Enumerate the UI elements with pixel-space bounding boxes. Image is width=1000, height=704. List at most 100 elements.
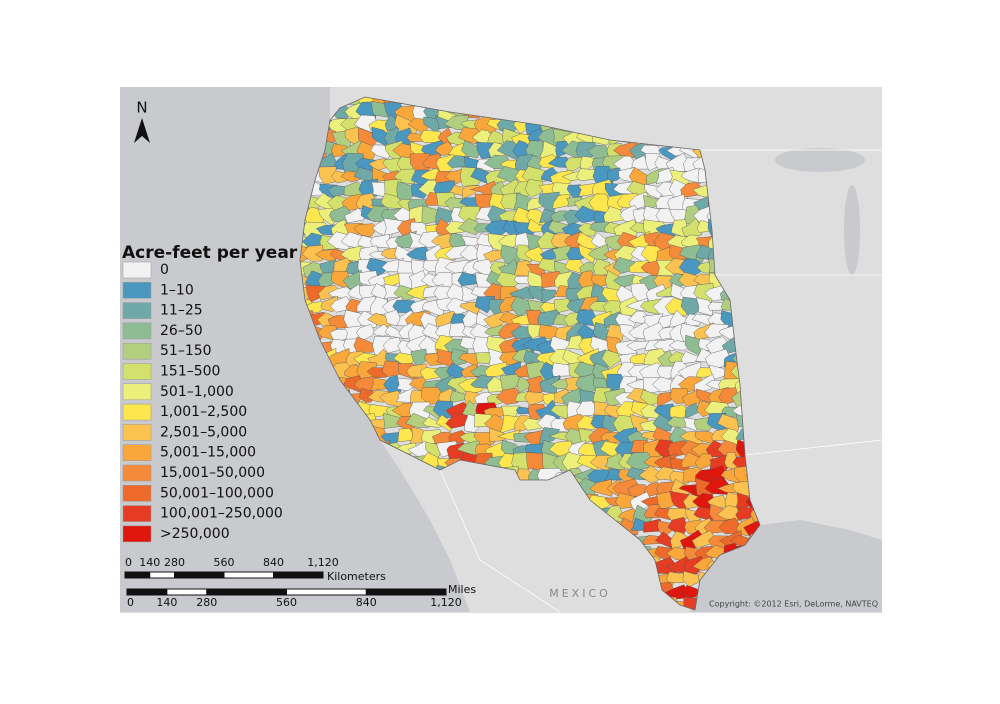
- watershed: [640, 389, 666, 407]
- watershed: [652, 376, 674, 393]
- scale-tick-label: 140: [156, 596, 177, 609]
- copyright: Copyright: ©2012 Esri, DeLorme, NAVTEQ: [709, 600, 878, 609]
- scale-segment: [127, 589, 167, 595]
- lake-superior: [775, 148, 865, 172]
- watershed: [588, 301, 610, 312]
- watershed: [356, 324, 376, 342]
- border-line: [439, 469, 561, 613]
- legend-swatch: [122, 424, 152, 441]
- watershed: [561, 387, 586, 409]
- legend-swatch: [122, 282, 152, 299]
- watershed: [419, 130, 442, 143]
- watershed: [524, 179, 545, 198]
- watershed: [303, 612, 329, 629]
- watershed: [680, 167, 704, 184]
- legend-swatch: [122, 403, 152, 421]
- watershed: [553, 298, 574, 314]
- legend-swatch: [122, 485, 152, 502]
- scale-segment: [125, 572, 150, 578]
- legend-swatch: [122, 444, 152, 461]
- legend-label: >250,000: [160, 526, 230, 542]
- watershed: [745, 611, 771, 629]
- watershed: [683, 555, 703, 575]
- legend-label: 51–150: [160, 343, 212, 359]
- scale-segment: [273, 572, 323, 578]
- watershed: [353, 336, 377, 353]
- scale-segment: [366, 589, 446, 595]
- watershed: [373, 613, 390, 627]
- watershed: [618, 614, 637, 628]
- watershed: [495, 387, 522, 405]
- watershed: [334, 612, 352, 625]
- scale-segment: [206, 589, 287, 595]
- watershed: [539, 427, 560, 445]
- legend-label: 1–10: [160, 282, 194, 298]
- watershed: [457, 218, 481, 236]
- watershed: [516, 244, 533, 263]
- watershed: [587, 243, 610, 262]
- scale-segment: [174, 572, 224, 578]
- legend-title: Acre-feet per year: [122, 243, 298, 263]
- legend-label: 50,001–100,000: [160, 485, 274, 501]
- legend-swatch: [122, 342, 152, 360]
- watershed: [383, 375, 401, 394]
- watershed: [458, 205, 481, 225]
- watershed: [305, 284, 326, 303]
- legend: 0 1–10 11–25 26–50 51–150 151–500 501–1,000 1,0…: [122, 261, 283, 543]
- scale-unit: Miles: [448, 583, 476, 596]
- legend-swatch: [122, 464, 152, 482]
- watershed: [529, 611, 546, 626]
- watershed: [516, 614, 535, 628]
- watershed: [484, 219, 511, 238]
- watershed: [410, 348, 428, 369]
- watershed: [500, 613, 521, 626]
- watershed: [425, 612, 442, 628]
- watershed: [716, 505, 742, 522]
- legend-swatch: [122, 302, 152, 319]
- legend-swatch: [122, 505, 152, 522]
- legend-label: 501–1,000: [160, 384, 234, 400]
- legend-swatch: [122, 383, 152, 401]
- watershed: [353, 223, 378, 238]
- watershed: [496, 140, 520, 161]
- watershed: [694, 453, 716, 470]
- scale-tick-label: 1,120: [307, 556, 339, 569]
- scale-tick-label: 140: [139, 556, 160, 569]
- legend-label: 2,501–5,000: [160, 424, 247, 440]
- legend-label: 0: [160, 262, 169, 278]
- basemap-borders: [439, 149, 883, 613]
- watershed: [445, 412, 470, 429]
- north-label: N: [136, 99, 147, 117]
- watershed: [344, 207, 365, 224]
- watershed: [693, 373, 717, 394]
- watershed: [667, 615, 690, 623]
- watershed: [526, 375, 545, 395]
- watershed: [589, 614, 610, 625]
- watershed: [384, 325, 404, 339]
- scale-tick-label: 280: [164, 556, 185, 569]
- watershed: [576, 400, 601, 417]
- lake-michigan: [844, 185, 860, 275]
- watershed: [449, 322, 468, 337]
- watershed: [718, 612, 742, 628]
- watershed: [685, 402, 702, 419]
- watershed: [552, 612, 577, 627]
- watershed: [579, 261, 596, 275]
- legend-swatch: [122, 525, 152, 543]
- gulf-of-mexico: [690, 520, 882, 612]
- watershed: [450, 348, 467, 366]
- watershed: [704, 323, 730, 339]
- scale-tick-label: 840: [263, 556, 284, 569]
- pacific-ocean: [120, 87, 470, 612]
- legend-label: 26–50: [160, 323, 203, 339]
- watershed: [405, 614, 433, 625]
- scale-tick-label: 0: [127, 596, 134, 609]
- watershed: [681, 217, 703, 237]
- watershed: [682, 612, 703, 623]
- legend-label: 11–25: [160, 303, 203, 319]
- watershed: [606, 167, 622, 183]
- watershed: [589, 478, 613, 497]
- legend-label: 1,001–2,500: [160, 404, 247, 420]
- scale-unit: Kilometers: [327, 570, 386, 583]
